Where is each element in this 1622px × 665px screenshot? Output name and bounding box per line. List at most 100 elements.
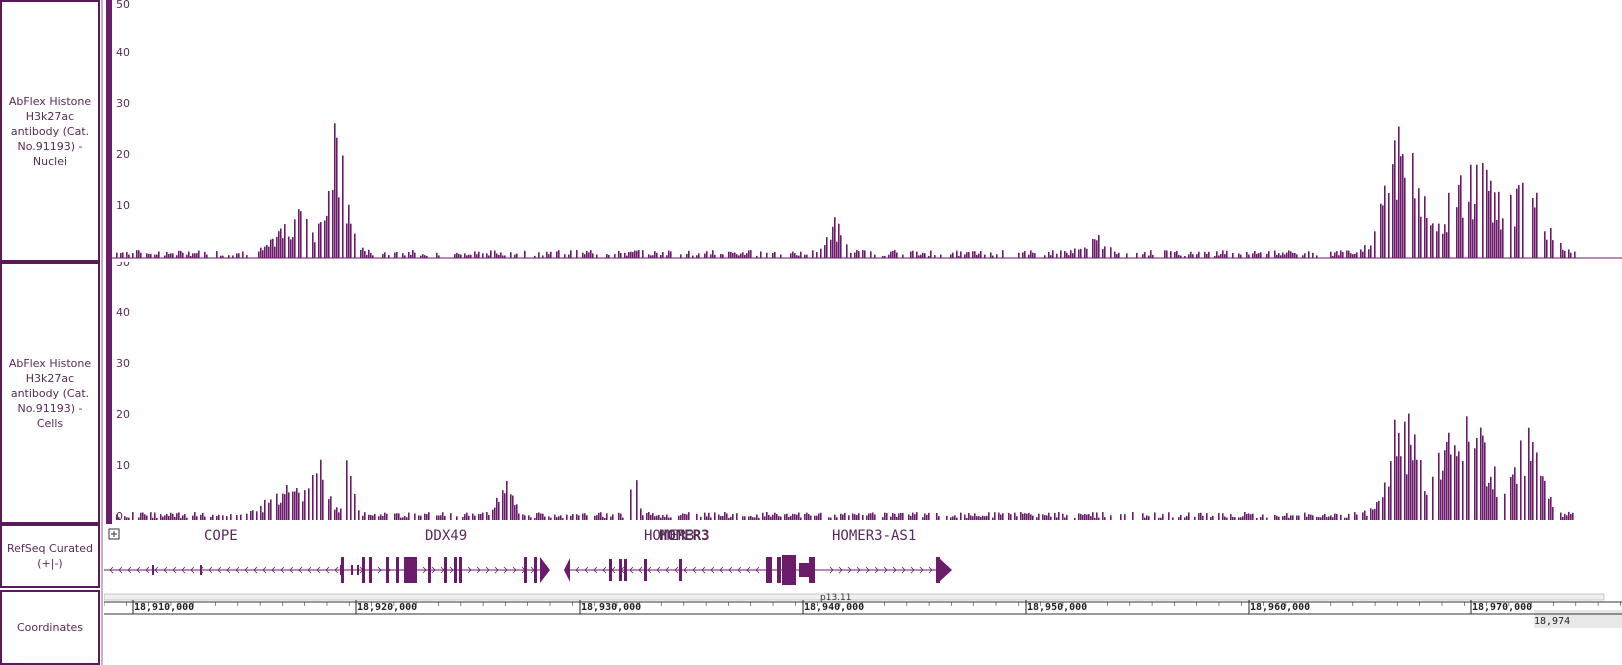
signal-bar — [1426, 494, 1428, 520]
signal-bar — [1102, 248, 1104, 258]
exon[interactable] — [404, 557, 416, 583]
exon[interactable] — [609, 559, 612, 581]
signal-bar — [1248, 513, 1250, 520]
signal-track-cells[interactable]: 50 40 30 20 10 0 — [104, 262, 1622, 524]
signal-bar — [894, 513, 896, 520]
scale-max-label: 50 — [116, 262, 130, 269]
track-label-refseq-text: RefSeq Curated (+|-) — [7, 542, 93, 570]
exon[interactable] — [152, 565, 154, 575]
exon[interactable] — [386, 557, 389, 583]
signal-bar — [1298, 515, 1300, 520]
signal-bar — [754, 517, 756, 520]
gene-label-homer3-as1[interactable]: HOMER3-AS1 — [832, 528, 916, 544]
signal-bar — [744, 516, 746, 520]
signal-bar — [814, 515, 816, 520]
signal-bar — [438, 515, 440, 520]
signal-bar — [566, 514, 568, 520]
signal-bar — [478, 513, 480, 520]
signal-bar — [276, 493, 278, 520]
exon[interactable] — [351, 565, 353, 575]
exon[interactable] — [524, 557, 527, 583]
expand-toggle[interactable] — [108, 528, 120, 540]
track-label-coordinates[interactable]: Coordinates — [0, 590, 100, 665]
signal-bar — [996, 254, 998, 258]
signal-bar — [1048, 512, 1050, 520]
exon[interactable] — [454, 557, 457, 583]
exon[interactable] — [444, 557, 447, 583]
signal-bar — [952, 252, 954, 258]
signal-bar — [1344, 517, 1346, 520]
signal-bar — [1348, 250, 1350, 258]
signal-bar — [828, 517, 830, 520]
exon[interactable] — [679, 559, 682, 581]
exon[interactable] — [341, 557, 344, 583]
signal-bar — [558, 250, 560, 258]
exon[interactable] — [644, 559, 647, 581]
signal-bar — [498, 254, 500, 258]
strand-arrow — [829, 566, 834, 574]
signal-bar — [936, 513, 938, 520]
signal-bar — [468, 515, 470, 520]
signal-bar — [298, 492, 300, 520]
strand-arrow — [737, 566, 742, 574]
signal-bar — [786, 513, 788, 520]
exon[interactable] — [809, 557, 815, 583]
exon[interactable] — [428, 557, 431, 583]
signal-bar — [426, 514, 428, 520]
signal-bar — [808, 514, 810, 520]
signal-bar — [628, 252, 630, 258]
gene-label-homer3b[interactable]: HOMER3 — [659, 528, 710, 544]
exon[interactable] — [782, 555, 796, 585]
signal-bar — [386, 513, 388, 520]
exon[interactable] — [799, 563, 809, 577]
signal-bar — [888, 254, 890, 258]
gene-label-cope[interactable]: COPE — [204, 528, 238, 544]
signal-bar — [896, 516, 898, 520]
signal-bar — [620, 252, 622, 258]
signal-bar — [1310, 514, 1312, 520]
exon[interactable] — [362, 557, 365, 583]
track-label-refseq[interactable]: RefSeq Curated (+|-) — [0, 524, 100, 588]
coordinates-track[interactable]: p13.11 18,910,000 18,920,000 18,930,000 … — [104, 588, 1622, 665]
gene-label-ddx49[interactable]: DDX49 — [425, 528, 467, 544]
signal-bar — [1346, 250, 1348, 258]
signal-bar — [1052, 250, 1054, 258]
signal-bar — [280, 228, 282, 258]
exon[interactable] — [624, 559, 627, 581]
signal-bar — [856, 250, 858, 258]
signal-bar — [152, 517, 154, 520]
signal-track-nuclei[interactable]: 50 40 30 20 10 — [104, 0, 1622, 262]
signal-bar — [280, 502, 282, 520]
strand-arrow — [928, 566, 933, 574]
exon[interactable] — [936, 557, 940, 583]
signal-bar — [1572, 512, 1574, 520]
exon[interactable] — [534, 557, 537, 583]
signal-bar — [404, 255, 406, 258]
chromosome-band — [104, 593, 1605, 601]
signal-bar — [902, 254, 904, 258]
exon[interactable] — [777, 557, 781, 583]
signal-bar — [314, 242, 316, 258]
exon[interactable] — [200, 565, 202, 575]
signal-bar — [708, 512, 710, 520]
exon[interactable] — [459, 557, 462, 583]
signal-bar — [1172, 517, 1174, 520]
signal-bar — [286, 484, 288, 520]
exon[interactable] — [369, 557, 372, 583]
signal-bar — [718, 514, 720, 520]
strand-arrow — [280, 566, 285, 574]
signal-bar — [1390, 461, 1392, 520]
track-label-cells[interactable]: AbFlex Histone H3k27ac antibody (Cat. No… — [0, 262, 100, 524]
exon[interactable] — [396, 557, 399, 583]
signal-bar — [1286, 513, 1288, 520]
signal-bar — [388, 255, 390, 258]
gene-label-homer3[interactable]: HOMER3 — [644, 528, 695, 544]
signal-bar — [176, 255, 178, 258]
track-label-nuclei[interactable]: AbFlex Histone H3k27ac antibody (Cat. No… — [0, 0, 100, 262]
exon[interactable] — [766, 557, 772, 583]
signal-bar — [1104, 246, 1106, 258]
signal-bar — [288, 492, 290, 520]
exon[interactable] — [619, 559, 622, 581]
signal-bar — [174, 516, 176, 520]
refseq-track[interactable]: COPE DDX49 HOMER3 HOMER3 HOMER3-AS1 — [104, 524, 1622, 588]
